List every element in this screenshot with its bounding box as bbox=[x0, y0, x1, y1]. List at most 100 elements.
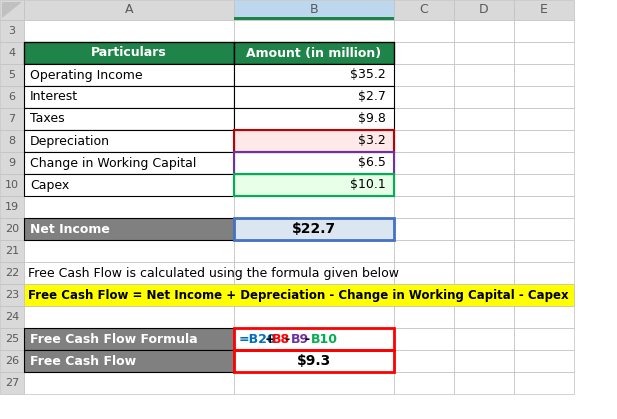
Bar bbox=[234, 130, 394, 152]
Text: D: D bbox=[479, 3, 489, 16]
Bar bbox=[514, 20, 574, 42]
Bar bbox=[394, 196, 454, 218]
Text: $22.7: $22.7 bbox=[292, 222, 336, 236]
Bar bbox=[394, 130, 454, 152]
Bar bbox=[394, 328, 454, 350]
Bar bbox=[394, 372, 454, 394]
Text: C: C bbox=[420, 3, 428, 16]
Bar bbox=[394, 152, 454, 174]
Bar bbox=[234, 284, 394, 306]
Text: 7: 7 bbox=[9, 114, 15, 124]
Bar bbox=[234, 372, 394, 394]
Text: 3: 3 bbox=[9, 26, 15, 36]
Bar bbox=[454, 130, 514, 152]
Text: 6: 6 bbox=[9, 92, 15, 102]
Bar bbox=[234, 86, 394, 108]
Bar bbox=[234, 108, 394, 130]
Bar bbox=[454, 240, 514, 262]
Bar bbox=[454, 306, 514, 328]
Text: 24: 24 bbox=[5, 312, 19, 322]
Text: 23: 23 bbox=[5, 290, 19, 300]
Bar bbox=[234, 42, 394, 64]
Bar bbox=[234, 64, 394, 86]
Bar bbox=[0, 262, 24, 284]
Bar bbox=[234, 218, 394, 240]
Bar bbox=[514, 240, 574, 262]
Bar bbox=[0, 130, 24, 152]
Bar bbox=[234, 42, 394, 64]
Bar bbox=[0, 196, 24, 218]
Bar bbox=[454, 350, 514, 372]
Bar bbox=[514, 108, 574, 130]
Bar bbox=[234, 152, 394, 174]
Bar bbox=[24, 306, 234, 328]
Bar bbox=[394, 218, 454, 240]
Bar bbox=[24, 42, 234, 64]
Bar bbox=[24, 328, 234, 350]
Bar bbox=[454, 0, 514, 20]
Text: B8: B8 bbox=[271, 333, 289, 346]
Bar bbox=[0, 20, 24, 42]
Bar bbox=[454, 328, 514, 350]
Bar bbox=[514, 152, 574, 174]
Bar bbox=[24, 64, 234, 86]
Bar bbox=[454, 42, 514, 64]
Text: B10: B10 bbox=[310, 333, 337, 346]
Bar bbox=[234, 328, 394, 350]
Text: Particulars: Particulars bbox=[91, 47, 167, 59]
Bar bbox=[24, 64, 234, 86]
Bar bbox=[234, 108, 394, 130]
Text: B9: B9 bbox=[291, 333, 309, 346]
Text: 27: 27 bbox=[5, 378, 19, 388]
Bar bbox=[454, 174, 514, 196]
Bar bbox=[24, 108, 234, 130]
Text: 25: 25 bbox=[5, 334, 19, 344]
Bar bbox=[234, 306, 394, 328]
Bar bbox=[0, 86, 24, 108]
Bar bbox=[24, 218, 234, 240]
Bar bbox=[24, 86, 234, 108]
Bar bbox=[24, 218, 234, 240]
Bar bbox=[234, 152, 394, 174]
Text: 4: 4 bbox=[9, 48, 15, 58]
Bar bbox=[24, 350, 234, 372]
Text: $35.2: $35.2 bbox=[350, 68, 386, 82]
Bar bbox=[234, 240, 394, 262]
Text: Operating Income: Operating Income bbox=[30, 68, 143, 82]
Bar bbox=[454, 284, 514, 306]
Text: 20: 20 bbox=[5, 224, 19, 234]
Bar bbox=[234, 218, 394, 240]
Bar bbox=[514, 218, 574, 240]
Bar bbox=[24, 284, 234, 306]
Text: $9.8: $9.8 bbox=[358, 112, 386, 126]
Bar bbox=[234, 218, 394, 240]
Bar bbox=[234, 350, 394, 372]
Text: 22: 22 bbox=[5, 268, 19, 278]
Bar bbox=[454, 262, 514, 284]
Bar bbox=[0, 218, 24, 240]
Bar bbox=[454, 86, 514, 108]
Text: Free Cash Flow: Free Cash Flow bbox=[30, 354, 136, 367]
Bar bbox=[24, 0, 234, 20]
Text: 21: 21 bbox=[5, 246, 19, 256]
Bar bbox=[514, 372, 574, 394]
Text: $3.2: $3.2 bbox=[358, 134, 386, 147]
Text: 8: 8 bbox=[9, 136, 15, 146]
Text: $10.1: $10.1 bbox=[350, 178, 386, 191]
Bar bbox=[234, 0, 394, 20]
Bar bbox=[0, 328, 24, 350]
Bar bbox=[454, 372, 514, 394]
Bar bbox=[394, 86, 454, 108]
Bar bbox=[394, 64, 454, 86]
Text: Depreciation: Depreciation bbox=[30, 134, 110, 147]
Bar bbox=[454, 20, 514, 42]
Bar bbox=[234, 152, 394, 174]
Text: 9: 9 bbox=[9, 158, 15, 168]
Bar bbox=[514, 350, 574, 372]
Bar bbox=[24, 152, 234, 174]
Bar bbox=[24, 174, 234, 196]
Bar bbox=[454, 108, 514, 130]
Text: $2.7: $2.7 bbox=[358, 91, 386, 103]
Text: E: E bbox=[540, 3, 548, 16]
Bar bbox=[514, 174, 574, 196]
